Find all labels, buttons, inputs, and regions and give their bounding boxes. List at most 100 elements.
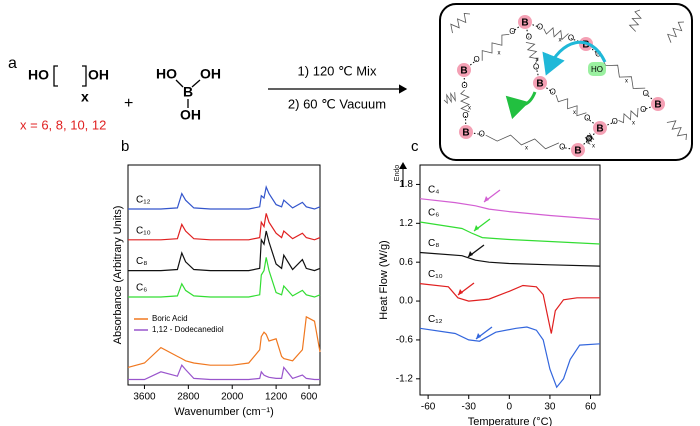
series-line	[419, 251, 601, 267]
diol: HO OH x	[28, 65, 109, 105]
legend-label: 1,12 - Dodecanediol	[152, 325, 224, 334]
oxygen: O	[461, 81, 467, 90]
series-line	[128, 184, 321, 210]
arrow-head	[458, 289, 463, 295]
y-tick-label: 0.0	[399, 296, 413, 307]
series-label: C₁₂	[428, 314, 443, 325]
chain	[618, 107, 639, 124]
bond	[191, 79, 201, 88]
b-o-bond	[643, 106, 651, 111]
chain	[525, 42, 539, 64]
series-line	[128, 230, 321, 272]
panel-label: a	[8, 55, 17, 72]
b-o-bond	[532, 24, 541, 28]
boron: B	[462, 128, 469, 139]
b-o-bond	[645, 93, 653, 100]
x-tick-label: 2000	[221, 392, 244, 403]
oxygen: O	[643, 89, 649, 98]
boron-node	[533, 76, 547, 90]
series-label: C₄	[428, 184, 439, 195]
oxygen: O	[640, 105, 646, 114]
y-tick-label: 1.8	[399, 179, 413, 190]
chain	[628, 9, 642, 32]
diol-oh: OH	[88, 67, 109, 83]
boron: B	[536, 79, 543, 90]
y-tick-label: 0.6	[399, 257, 413, 268]
exchange-arrow	[542, 40, 607, 76]
arrow-head	[474, 225, 479, 231]
b-o-bond	[570, 38, 579, 42]
boron: B	[582, 40, 589, 51]
chain	[543, 26, 569, 41]
x-tick-label: 2800	[177, 392, 200, 403]
boron: B	[596, 124, 603, 135]
arrow-head	[476, 333, 481, 339]
arrow-head	[468, 251, 473, 257]
series-line	[128, 364, 320, 381]
x-tick-label: 30	[544, 402, 556, 413]
y-axis-label: Heat Flow (W/g)	[378, 240, 390, 319]
oxygen: O	[509, 27, 515, 36]
b-o-bond	[607, 121, 615, 126]
oxygen: O	[526, 33, 532, 42]
series-line	[127, 315, 321, 368]
chain	[666, 120, 687, 141]
chain	[450, 13, 471, 34]
boron-node	[593, 121, 607, 135]
bond	[175, 79, 184, 88]
x-tick-label: -30	[461, 402, 476, 413]
series-label: C₆	[428, 208, 439, 219]
oxygen: O	[550, 88, 556, 97]
panel-label: c	[411, 138, 419, 155]
diol-ho: HO	[28, 67, 49, 83]
boron: B	[521, 18, 528, 29]
series-line	[419, 198, 601, 220]
oxygen: O	[612, 117, 618, 126]
x-values: x = 6, 8, 10, 12	[20, 117, 106, 132]
step-2: 2) 60 ℃ Vacuum	[288, 96, 386, 111]
hydroxyl-highlight	[588, 62, 606, 76]
exchange-arrow	[505, 91, 537, 120]
b-o-bond	[512, 26, 520, 33]
chain	[481, 33, 510, 61]
chain	[667, 21, 685, 43]
atom: B	[183, 84, 193, 100]
series-label: C₁₂	[136, 195, 151, 206]
repeat-x: x	[632, 121, 635, 127]
b-o-bond	[586, 118, 594, 124]
oxygen: O	[473, 55, 479, 64]
b-o-bond	[591, 48, 599, 55]
repeat-x: x	[559, 38, 562, 44]
chain	[555, 94, 587, 117]
series-label: C₆	[136, 283, 147, 294]
series-line	[128, 213, 321, 241]
series-label: C₁₀	[428, 269, 443, 280]
repeat-x: x	[468, 106, 471, 112]
oxygen: O	[533, 63, 539, 72]
repeat-x: x	[525, 146, 528, 152]
oxygen: O	[586, 134, 592, 143]
legend-label: Boric Acid	[152, 314, 188, 323]
repeat-x: x	[592, 144, 595, 150]
arrow-head	[484, 196, 489, 202]
b-o-bond	[526, 29, 530, 38]
boron-node	[457, 63, 471, 77]
series-label: C₈	[428, 238, 439, 249]
plot-frame	[419, 164, 601, 396]
repeat-x: x	[573, 110, 576, 116]
boric-acid: HO B OH OH	[156, 66, 221, 123]
oxygen: O	[537, 23, 543, 32]
boron-node	[459, 125, 473, 139]
x-tick-label: 3600	[133, 392, 156, 403]
y-axis-label: Absorbance (Arbitrary Units)	[112, 206, 124, 345]
boron-node	[651, 97, 665, 111]
b-o-bond	[535, 67, 539, 76]
atom: OH	[180, 107, 201, 123]
b-o-bond	[469, 59, 477, 66]
boron-node	[518, 15, 532, 29]
bracket	[53, 65, 87, 87]
chain	[485, 134, 560, 150]
